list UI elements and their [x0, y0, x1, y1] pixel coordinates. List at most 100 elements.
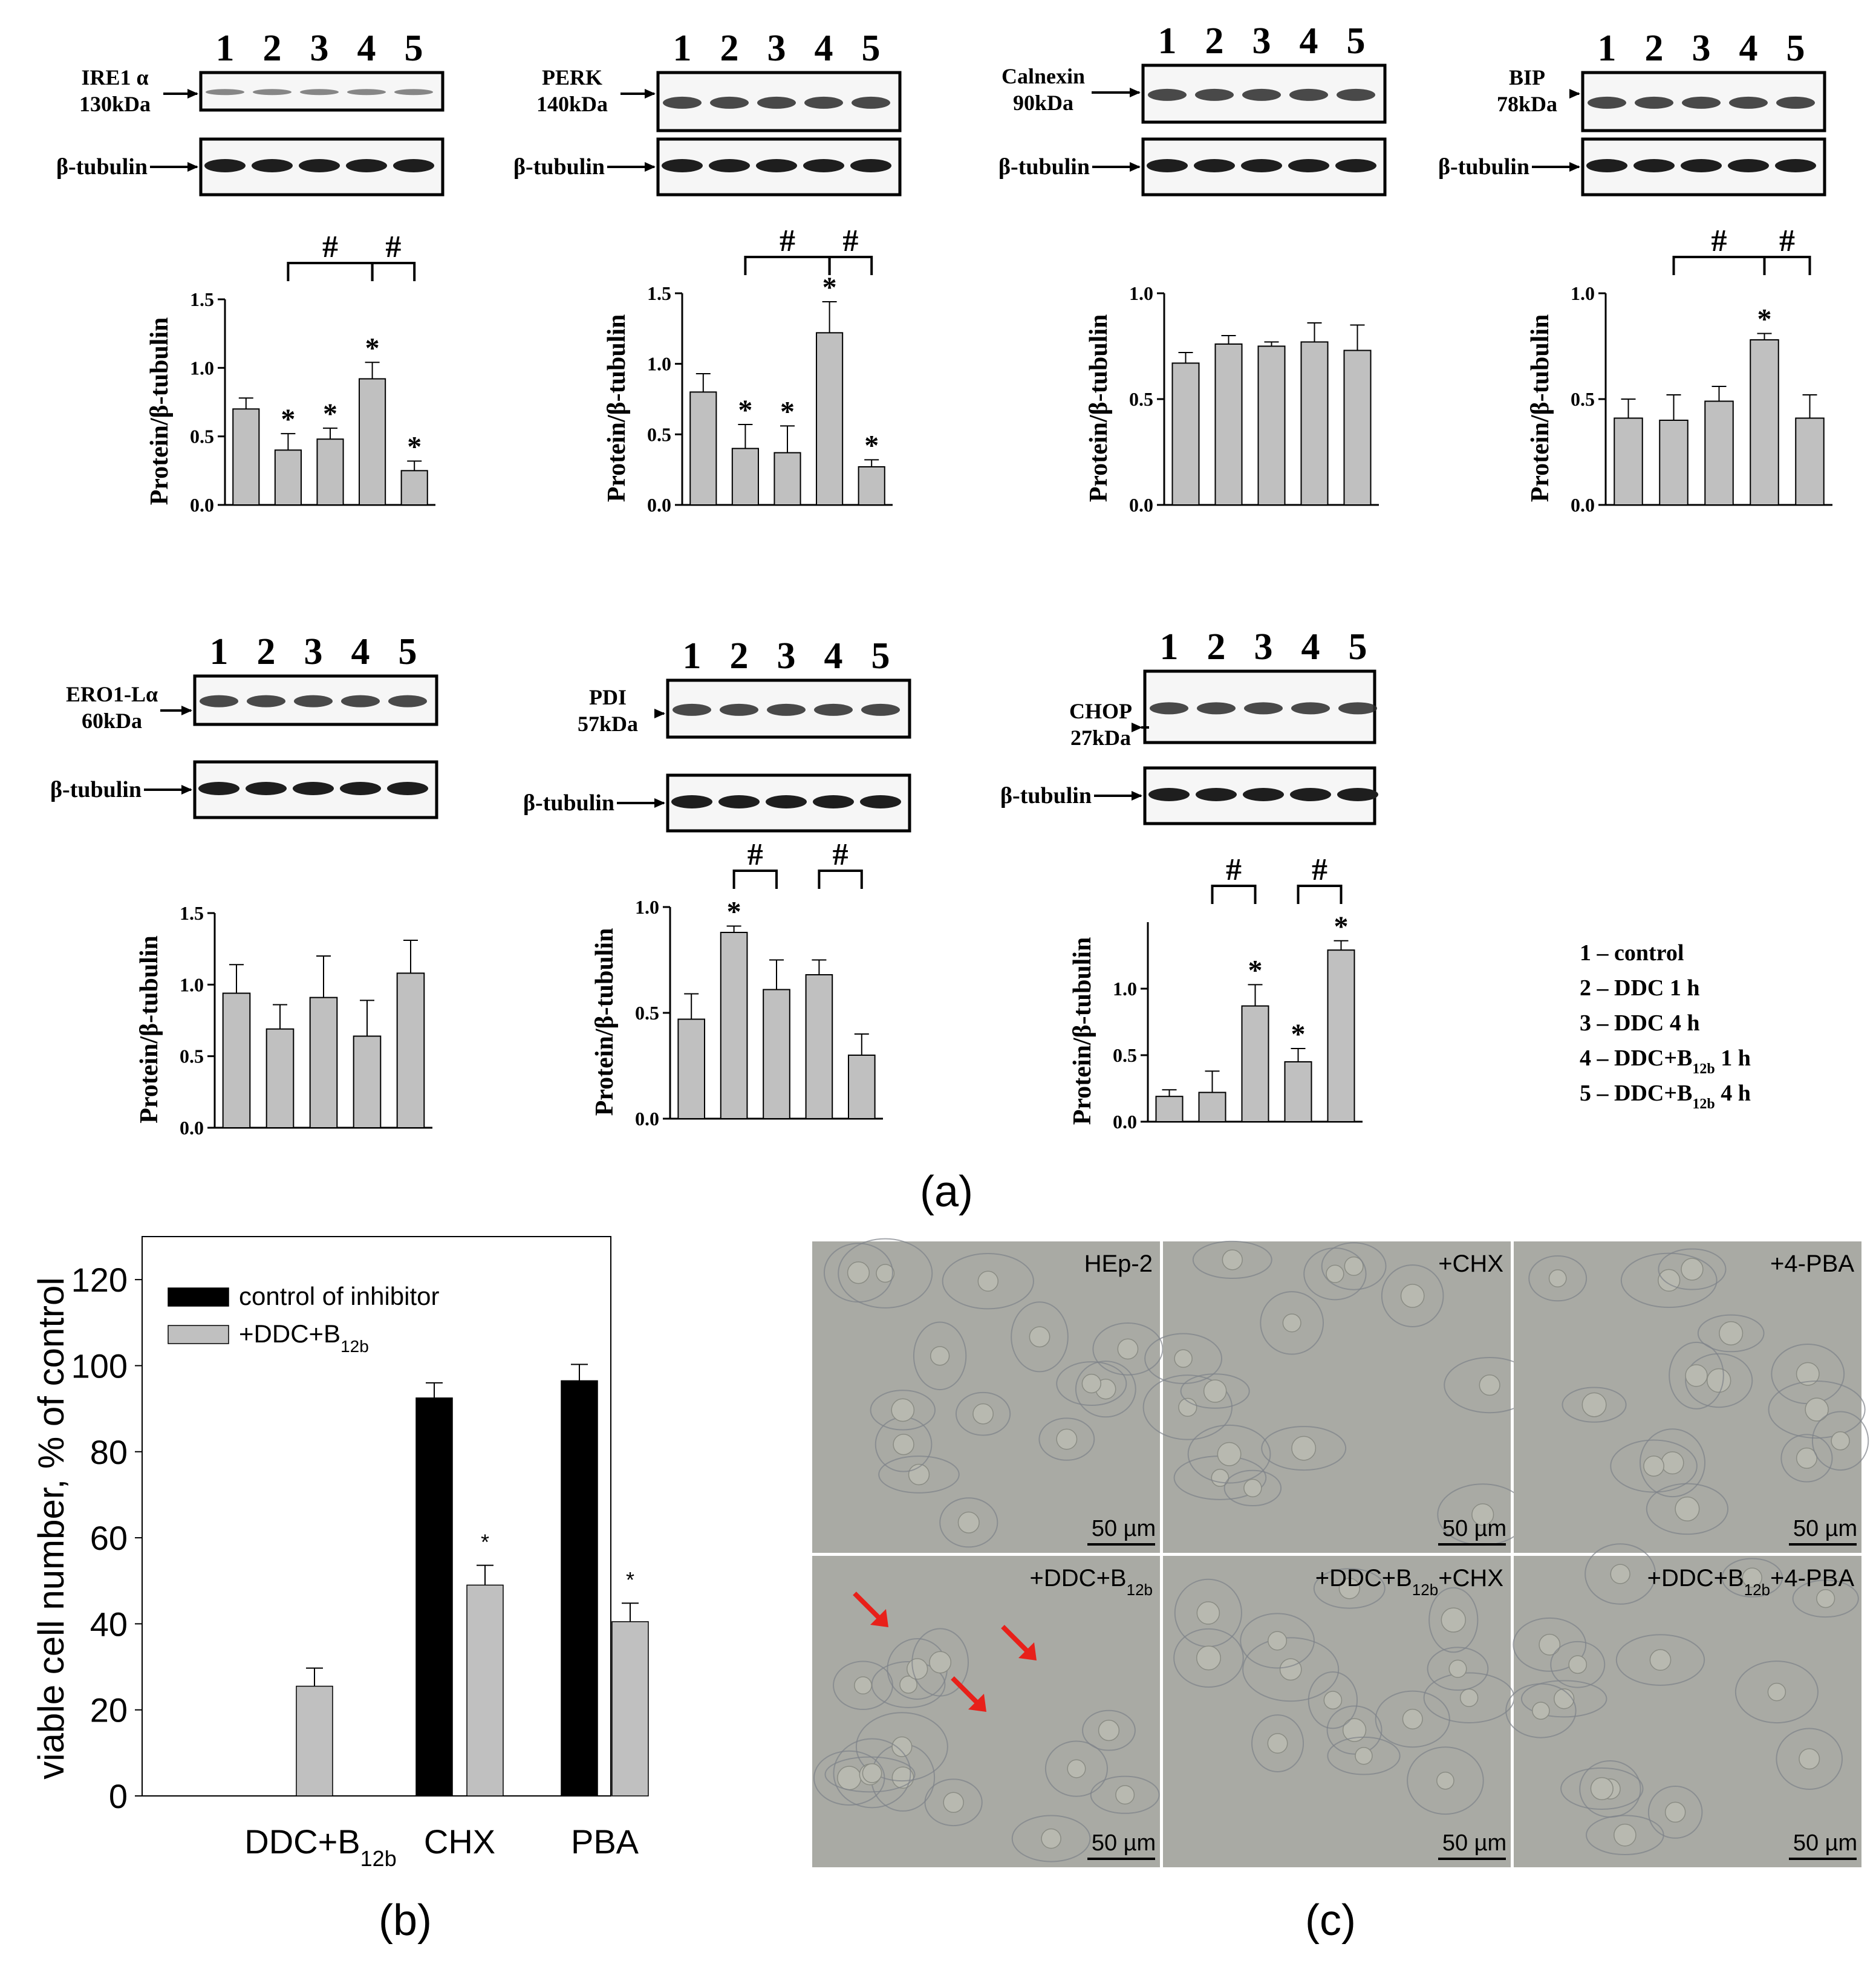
- cell-nucleus: [1178, 1397, 1197, 1417]
- bar: [677, 1018, 706, 1119]
- bar-treated: [296, 1685, 333, 1797]
- cell-outline: [1251, 1714, 1304, 1772]
- protein-band: [300, 89, 339, 96]
- cell-nucleus: [1479, 1374, 1500, 1396]
- arrow-head: [181, 706, 192, 715]
- protein-band: [200, 695, 238, 707]
- cell-outline: [1056, 1361, 1127, 1407]
- bar: [396, 972, 425, 1129]
- y-tick-label: 0.0: [1113, 1111, 1137, 1133]
- cell-outline: [1011, 1301, 1069, 1373]
- protein-size: 57kDa: [578, 712, 638, 736]
- y-tick-label: 0.0: [180, 1117, 204, 1139]
- tubulin-band: [1241, 159, 1282, 172]
- cell-outline: [942, 1253, 1034, 1310]
- tubulin-band: [1633, 159, 1675, 172]
- tubulin-band: [1335, 159, 1376, 172]
- cell-outline: [1242, 1637, 1340, 1702]
- protein-band: [1337, 88, 1375, 101]
- cell-nucleus: [906, 1658, 928, 1680]
- arrow-head: [654, 798, 665, 808]
- arrow-head: [1132, 723, 1142, 732]
- bracket-label: #: [780, 224, 795, 258]
- bar: [731, 447, 759, 506]
- bracket-label: #: [1312, 853, 1327, 887]
- bracket-label: #: [1712, 224, 1727, 258]
- protein-name: PERK: [542, 65, 602, 89]
- cell-nucleus: [1649, 1649, 1672, 1671]
- significance-star: *: [738, 394, 752, 426]
- cell-outline: [1776, 1728, 1843, 1790]
- lane-number: 2: [263, 28, 282, 69]
- arrow-head: [1132, 791, 1142, 801]
- arrow-head: [1569, 89, 1580, 99]
- protein-band: [814, 703, 853, 716]
- bar: [1300, 341, 1329, 506]
- cell-nucleus: [1554, 1688, 1575, 1709]
- tubulin-band: [860, 795, 901, 808]
- cell-nucleus: [1796, 1362, 1820, 1386]
- arrow-head: [1130, 162, 1141, 172]
- cell-nucleus: [1459, 1688, 1479, 1707]
- arrow-head: [645, 162, 656, 172]
- legend-entry: 4 – DDC+B12b 1 h: [1580, 1046, 1751, 1077]
- y-tick-label: 1.5: [190, 288, 214, 310]
- bar: [1257, 345, 1286, 506]
- protein-band: [247, 695, 285, 707]
- protein-size: 78kDa: [1497, 92, 1557, 116]
- y-tick-label: 0.5: [1571, 388, 1595, 410]
- cell-nucleus: [1719, 1321, 1744, 1345]
- significance-bracket: [1211, 885, 1257, 904]
- cell-nucleus: [930, 1346, 950, 1366]
- scale-bar-label: 50 µm: [1793, 1516, 1857, 1541]
- bar: [774, 452, 801, 506]
- bar: [689, 391, 717, 506]
- cell-nucleus: [893, 1434, 914, 1455]
- scale-bar-label: 50 µm: [1793, 1830, 1857, 1856]
- scale-bar-label: 50 µm: [1442, 1516, 1506, 1541]
- cell-nucleus: [1568, 1655, 1588, 1674]
- y-tick-label: 40: [90, 1605, 128, 1643]
- cell-outline: [1560, 1767, 1644, 1810]
- legend-swatch: [168, 1287, 229, 1307]
- bar: [1171, 362, 1200, 506]
- legend-swatch: [168, 1325, 229, 1344]
- caption-a: (a): [920, 1168, 973, 1216]
- tubulin-band: [850, 159, 891, 172]
- cell-nucleus: [1805, 1397, 1829, 1422]
- cell-outline: [1090, 1775, 1160, 1814]
- y-tick-label: 1.0: [1129, 282, 1153, 304]
- cell-nucleus: [929, 1651, 952, 1674]
- protein-band: [388, 695, 427, 707]
- y-tick-label: 80: [90, 1433, 128, 1471]
- protein-size: 27kDa: [1070, 726, 1131, 750]
- lane-number: 1: [673, 28, 692, 69]
- protein-band: [206, 89, 244, 96]
- significance-star: *: [281, 403, 295, 435]
- lane-number: 3: [777, 636, 796, 677]
- significance-bracket: [828, 256, 873, 275]
- micrograph-bg: [1514, 1556, 1861, 1867]
- cell-outline: [1811, 1411, 1869, 1471]
- arrow-head: [1130, 88, 1141, 97]
- x-tick-label: PBA: [571, 1823, 639, 1861]
- y-tick-label: 120: [71, 1261, 128, 1299]
- cell-outline: [955, 1391, 1011, 1436]
- lane-number: 1: [683, 636, 702, 677]
- cell-nucleus: [1041, 1828, 1061, 1849]
- arrow-head: [645, 89, 656, 99]
- arrow-head: [654, 709, 665, 718]
- cell-nucleus: [1081, 1373, 1101, 1394]
- protein-size: 140kDa: [536, 92, 608, 116]
- y-tick-label: 1.0: [1113, 978, 1137, 1000]
- cell-nucleus: [1681, 1258, 1704, 1281]
- y-axis-label: Protein/β-tubulin: [603, 314, 631, 502]
- micrograph-1: +CHX 50 µm: [1142, 1240, 1536, 1553]
- x-tick-label: CHX: [424, 1823, 495, 1861]
- lane-number: 2: [730, 636, 749, 677]
- cell-nucleus: [1610, 1564, 1630, 1584]
- cell-outline: [1313, 1568, 1386, 1609]
- y-tick-label: 1.0: [1571, 282, 1595, 304]
- cell-nucleus: [1539, 1633, 1561, 1656]
